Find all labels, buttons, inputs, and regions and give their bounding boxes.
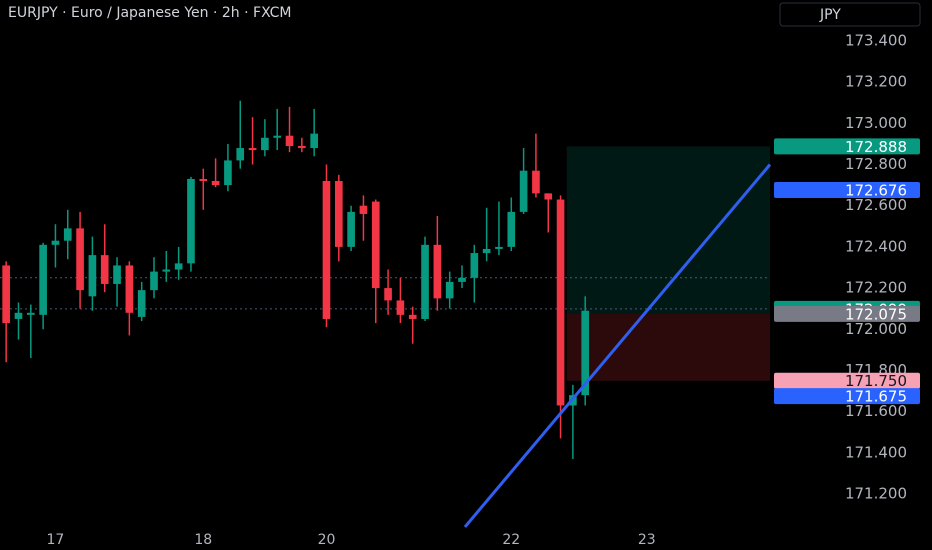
candle-body [211, 180, 220, 186]
candle-body [322, 180, 331, 319]
stop-zone [566, 313, 770, 381]
candle-body [334, 180, 343, 247]
candle-body [199, 178, 208, 181]
candle-body [519, 170, 528, 212]
x-tick-label: 18 [194, 532, 212, 548]
currency-label[interactable]: JPY [819, 7, 841, 23]
price-axis: 171.200171.400171.600171.800172.000172.2… [845, 31, 907, 502]
candle-body [507, 211, 516, 247]
candle-body [298, 145, 306, 149]
candle-body [544, 193, 553, 200]
candle-body [470, 253, 479, 278]
y-tick-label: 171.200 [845, 484, 907, 502]
candle-body [433, 244, 442, 299]
candle-body [26, 312, 35, 315]
candle-body [384, 288, 392, 301]
candle-body [556, 199, 565, 406]
candle-body [421, 244, 429, 319]
candle-body [371, 201, 380, 289]
y-tick-label: 173.000 [845, 114, 907, 132]
price-label-box [774, 138, 920, 155]
candle-body [51, 240, 60, 245]
price-label: 172.888 [845, 138, 907, 156]
candle-body [14, 312, 23, 319]
candle-body [150, 271, 158, 291]
candle-body [76, 228, 84, 291]
trend-line [463, 163, 772, 528]
y-tick-label: 172.600 [845, 196, 907, 214]
y-tick-label: 172.000 [845, 320, 907, 338]
y-tick-label: 171.400 [845, 443, 907, 461]
x-tick-label: 22 [502, 532, 520, 548]
candle-body [162, 269, 171, 272]
candle-body [445, 281, 454, 299]
candle-body [359, 205, 368, 214]
candle-body [458, 277, 466, 282]
candle-body [482, 248, 491, 254]
price-labels: 172.888172.676172.099172.075171.750171.6… [774, 138, 920, 406]
y-tick-label: 173.200 [845, 73, 907, 91]
candle-body [273, 135, 282, 138]
candle-body [408, 314, 417, 319]
candle-body [137, 290, 146, 317]
price-label-box [774, 388, 920, 405]
candle-body [310, 133, 318, 149]
plot-area: 17 18 20 22 23 [0, 100, 772, 548]
candle-body [495, 246, 503, 249]
price-label-box [774, 372, 920, 389]
x-tick-label: 20 [318, 532, 336, 548]
candle-body [125, 265, 134, 313]
x-tick-label: 23 [638, 532, 656, 548]
price-label: 172.075 [845, 305, 907, 323]
candle-body [63, 228, 72, 241]
candle-body [174, 263, 183, 270]
price-label: 172.676 [845, 182, 907, 200]
candle-body [248, 148, 257, 151]
candle-body [100, 255, 109, 284]
target-zone [566, 146, 770, 314]
candle-body [39, 244, 47, 315]
candle-body [187, 178, 195, 264]
candle-body [88, 255, 97, 297]
price-label: 171.750 [845, 372, 907, 390]
x-tick-label: 17 [47, 532, 65, 548]
candle-body [347, 211, 355, 247]
y-tick-label: 172.400 [845, 237, 907, 255]
price-label-box [774, 305, 920, 322]
candle-body [224, 160, 232, 186]
currency-button[interactable] [779, 2, 921, 27]
candle-body [261, 137, 269, 151]
y-tick-label: 172.200 [845, 279, 907, 297]
price-label-box [774, 182, 920, 199]
chart-title: EURJPY · Euro / Japanese Yen · 2h · FXCM [8, 5, 292, 21]
candle-body [2, 265, 10, 324]
y-tick-label: 173.400 [845, 31, 907, 49]
candle-body [396, 300, 405, 315]
y-tick-label: 171.600 [845, 402, 907, 420]
candle-body [581, 310, 590, 396]
y-tick-label: 172.800 [845, 155, 907, 173]
candle-body [113, 265, 121, 284]
candle-body [285, 135, 294, 146]
candle-body [236, 148, 245, 161]
price-label: 171.675 [845, 388, 907, 406]
candle-body [532, 170, 540, 194]
